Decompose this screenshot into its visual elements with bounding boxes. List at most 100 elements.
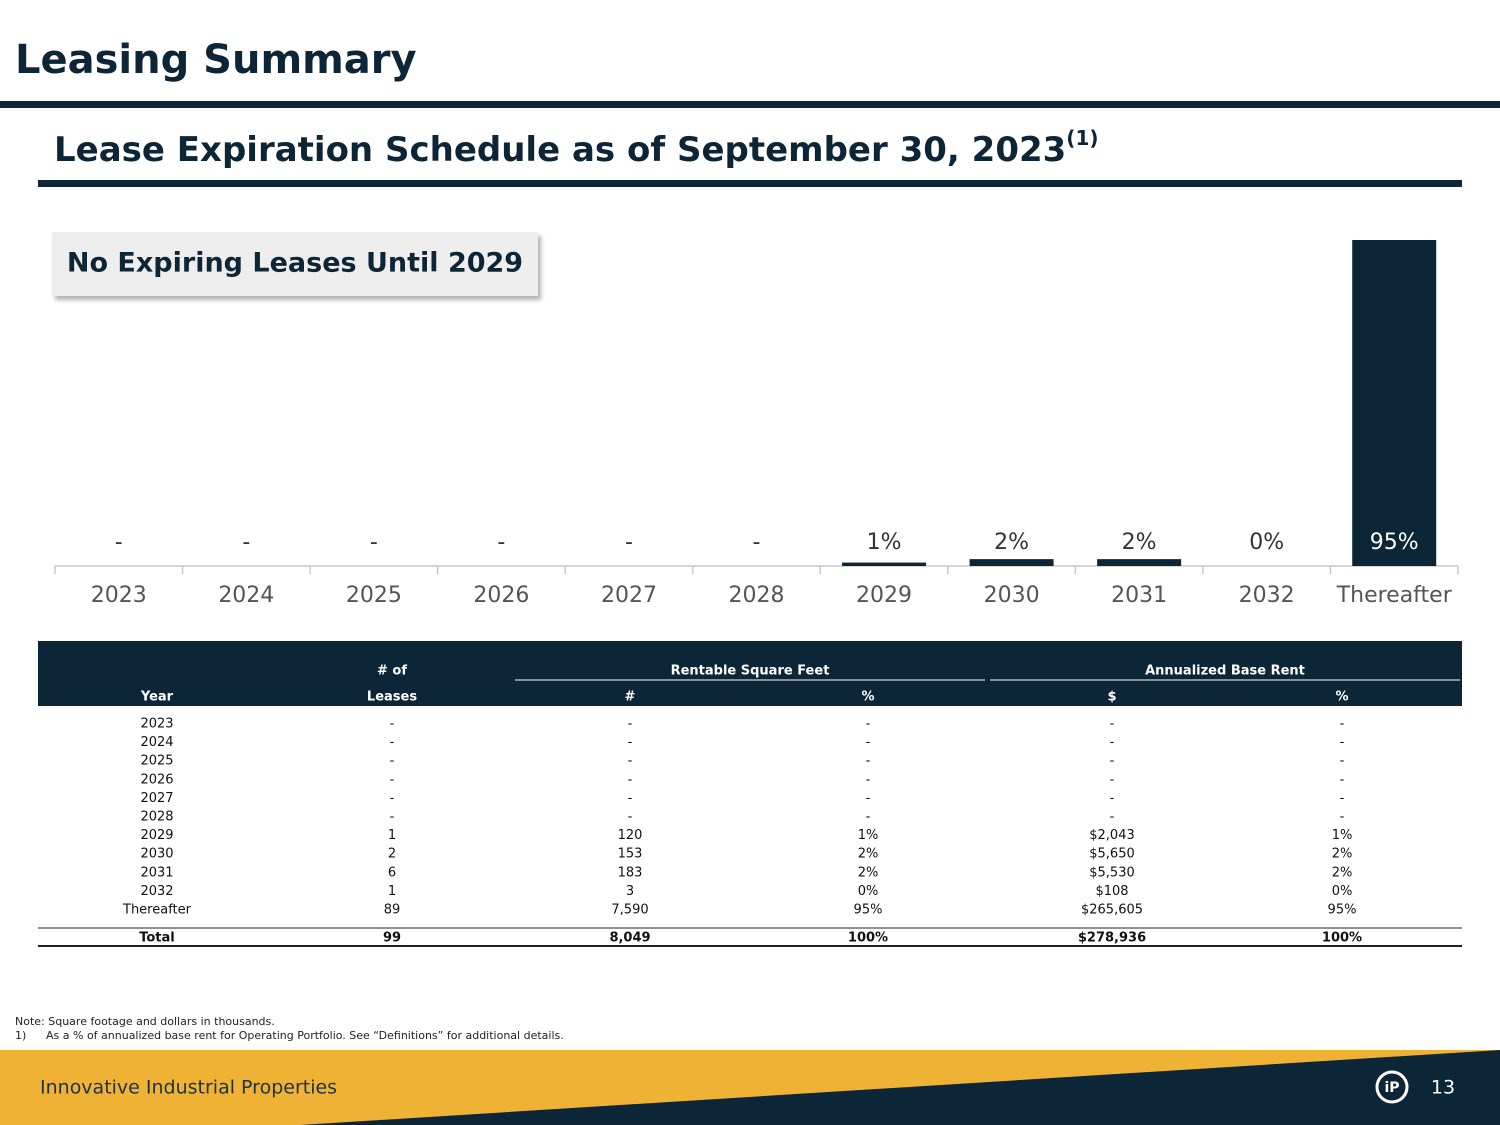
table-cell: -	[390, 791, 395, 806]
column-header: %	[1335, 690, 1348, 705]
chart: - 2023 - 2024 - 2025 - 2026 - 2027 - 2028 1% 2029 2% 20…	[54, 240, 1459, 608]
page-number: 13	[1431, 1077, 1455, 1099]
table-cell: 2026	[140, 772, 173, 787]
logo-mark: iP	[1384, 1080, 1399, 1096]
callout-box	[52, 232, 538, 296]
table-cell: -	[866, 810, 871, 825]
table-cell: 2027	[140, 791, 173, 806]
table-cell: -	[1110, 810, 1115, 825]
table-cell: 2023	[140, 717, 173, 732]
value-label: -	[242, 530, 250, 555]
table-cell: 6	[388, 865, 396, 880]
table-cell: -	[390, 717, 395, 732]
table-cell: 2030	[140, 847, 173, 862]
table-cell: 2%	[1332, 865, 1353, 880]
table-cell: 2032	[140, 884, 173, 899]
table-cell: -	[628, 754, 633, 769]
title-note: (1)	[1066, 126, 1098, 150]
value-label: -	[115, 530, 123, 555]
table-cell: 89	[384, 903, 401, 918]
table-cell: 1	[388, 884, 396, 899]
table-cell: -	[866, 754, 871, 769]
table-cell: -	[1110, 791, 1115, 806]
group-header: Annualized Base Rent	[1145, 664, 1305, 679]
value-label: -	[370, 530, 378, 555]
x-tick-label: 2032	[1239, 583, 1295, 608]
table-cell: 2029	[140, 828, 173, 843]
table-cell: -	[628, 772, 633, 787]
table-cell: -	[1340, 810, 1345, 825]
total-cell: $278,936	[1078, 931, 1146, 946]
subtitle-rule	[38, 180, 1462, 187]
footer-company: Innovative Industrial Properties	[40, 1077, 337, 1099]
x-tick-label: 2025	[346, 583, 402, 608]
table-cell: 2031	[140, 865, 173, 880]
bar	[969, 559, 1054, 566]
table-cell: 2028	[140, 810, 173, 825]
table-cell: -	[390, 810, 395, 825]
table-cell: -	[628, 810, 633, 825]
table-cell: $108	[1095, 884, 1128, 899]
table-cell: 2%	[1332, 847, 1353, 862]
page-title: Leasing Summary	[15, 37, 417, 83]
x-tick-label: 2030	[984, 583, 1040, 608]
table-cell: 7,590	[611, 903, 648, 918]
table-cell: $5,650	[1089, 847, 1135, 862]
note-number: 1)	[15, 1029, 26, 1042]
x-tick-label: 2027	[601, 583, 657, 608]
table-cell: $265,605	[1081, 903, 1143, 918]
value-label: 0%	[1249, 530, 1284, 555]
table-cell: -	[628, 717, 633, 732]
table-cell: -	[866, 772, 871, 787]
table-cell: -	[1340, 717, 1345, 732]
table-cell: -	[1110, 754, 1115, 769]
x-tick-label: 2024	[218, 583, 274, 608]
table-cell: -	[866, 717, 871, 732]
logo	[1375, 1070, 1409, 1104]
table-cell: -	[628, 735, 633, 750]
table-cell: 0%	[1332, 884, 1353, 899]
table-cell: 183	[618, 865, 643, 880]
column-header: Year	[140, 690, 174, 705]
table-cell: -	[866, 791, 871, 806]
table-cell: 2024	[140, 735, 173, 750]
x-tick-label: 2028	[729, 583, 785, 608]
table-cell: -	[1110, 735, 1115, 750]
title-rule	[0, 101, 1500, 108]
bar	[1097, 559, 1182, 566]
table-cell: 2025	[140, 754, 173, 769]
table-cell: 1%	[1332, 828, 1353, 843]
group-header: Rentable Square Feet	[671, 664, 830, 679]
column-header: %	[861, 690, 874, 705]
column-header: Leases	[367, 690, 417, 705]
x-tick-label: 2026	[473, 583, 529, 608]
footer-shape	[300, 1050, 1500, 1125]
table-cell: -	[1110, 772, 1115, 787]
value-label: -	[625, 530, 633, 555]
table-cell: -	[1110, 717, 1115, 732]
total-cell: 8,049	[609, 931, 650, 946]
column-header: $	[1107, 690, 1116, 705]
table-cell: 95%	[854, 903, 883, 918]
table-cell: 0%	[858, 884, 879, 899]
x-tick-label: 2029	[856, 583, 912, 608]
x-tick-label: 2031	[1111, 583, 1167, 608]
table-cell: 2	[388, 847, 396, 862]
table-header-bg	[38, 641, 1462, 706]
table-cell: 3	[626, 884, 634, 899]
chart-title-text: Lease Expiration Schedule as of Septembe…	[54, 130, 1066, 170]
total-cell: Total	[139, 931, 175, 946]
table-cell: 153	[618, 847, 643, 862]
note: Note: Square footage and dollars in thou…	[15, 1015, 275, 1028]
table-cell: Thereafter	[122, 903, 192, 918]
bar	[1352, 240, 1437, 566]
column-header: #	[625, 690, 636, 705]
table-cell: 1	[388, 828, 396, 843]
table-cell: 1%	[858, 828, 879, 843]
table-cell: -	[1340, 791, 1345, 806]
table-cell: -	[866, 735, 871, 750]
note: As a % of annualized base rent for Opera…	[46, 1029, 564, 1042]
value-label: -	[497, 530, 505, 555]
table-cell: 2%	[858, 847, 879, 862]
x-tick-label: Thereafter	[1336, 583, 1453, 608]
